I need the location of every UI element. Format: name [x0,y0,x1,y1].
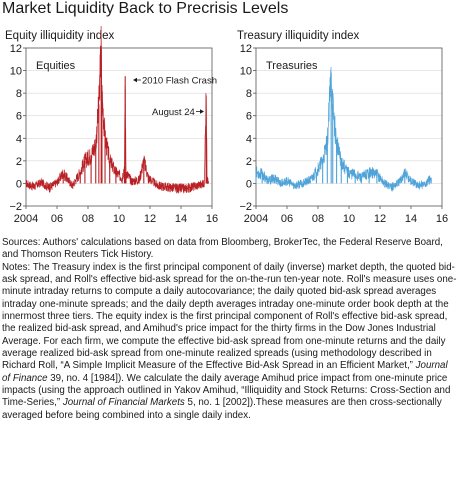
equity-x-tick-label: 06 [51,213,63,225]
equity-y-tick-label: 2 [16,156,22,168]
august24-annotation: August 24 [152,107,204,118]
flash-crash-arrowhead [133,77,137,83]
journal-title-1: Journal of Finance [2,360,448,384]
treasury-y-tick-label: −2 [239,201,252,213]
treasury-x-tick-label: 16 [436,213,448,225]
treasury-x-tick-label: 06 [281,213,293,225]
treasury-y-tick-label: 12 [240,43,252,55]
august24-label: August 24 [152,107,195,118]
notes-part-1: Notes: The Treasury index is the first p… [2,261,457,372]
equity-series-line [25,25,210,194]
treasury-axes: −2 0 2 4 6 8 10 12 2004 06 08 10 12 14 16 [239,43,448,225]
treasury-y-tick-label: 4 [246,133,252,145]
equity-gridlines [26,70,212,184]
treasury-legend-label: Treasuries [266,60,318,72]
equity-y-tick-label: 8 [16,88,22,100]
treasury-x-tick-label: 12 [374,213,386,225]
equity-x-tick-label: 08 [82,213,94,225]
treasury-chart-subtitle: Treasury illiquidity index [237,30,360,42]
equity-illiquidity-chart: −2 0 2 4 6 8 10 12 2004 06 08 10 12 14 16 Equities 201… [9,25,218,225]
equity-y-tick-label: 0 [16,178,22,190]
equity-x-tick-label: 2004 [14,213,38,225]
equity-chart-subtitle: Equity illiquidity index [5,30,115,42]
equity-x-tick-label: 12 [144,213,156,225]
journal-title-2: Journal of Financial Markets [62,397,185,409]
notes-text: Notes: The Treasury index is the first p… [2,262,458,422]
notes-part-3: 5, no. 1 [2002]).These measures are then… [2,397,442,421]
sources-text: Sources: Authors' calculations based on … [2,237,443,261]
equity-x-tick-label: 14 [175,213,187,225]
august24-arrowhead [200,109,204,114]
treasury-series-line [255,66,432,192]
equity-y-tick-label: 6 [16,111,22,123]
treasury-y-tick-label: 8 [246,88,252,100]
treasury-illiquidity-chart: −2 0 2 4 6 8 10 12 2004 06 08 10 12 14 16 Treasuries [239,43,448,225]
treasury-x-tick-label: 2004 [244,213,268,225]
equity-y-tick-label: −2 [9,201,22,213]
equity-x-tick-label: 10 [113,213,125,225]
notes-part-2: 39, no. 4 [1984]). We calculate the dail… [2,372,451,409]
equity-legend-label: Equities [36,60,76,72]
treasury-series-group [255,66,432,192]
equity-y-tick-label: 4 [16,133,22,145]
chart-notes: Sources: Authors' calculations based on … [2,237,458,422]
treasury-gridlines [256,70,442,184]
treasury-x-tick-label: 10 [343,213,355,225]
flash-crash-label: 2010 Flash Crash [142,76,217,87]
equity-axes: −2 0 2 4 6 8 10 12 2004 06 08 10 12 14 16 [9,43,218,225]
equity-series-group [25,25,210,194]
equity-x-tick-label: 16 [206,213,218,225]
flash-crash-annotation: 2010 Flash Crash [133,76,217,87]
treasury-y-tick-label: 2 [246,156,252,168]
page-title: Market Liquidity Back to Precrisis Level… [2,0,289,17]
treasury-x-tick-label: 08 [312,213,324,225]
treasury-y-tick-label: 10 [240,66,252,78]
treasury-y-tick-label: 6 [246,111,252,123]
treasury-x-tick-label: 14 [405,213,417,225]
equity-y-tick-label: 12 [10,43,22,55]
equity-y-tick-label: 10 [10,66,22,78]
treasury-y-tick-label: 0 [246,178,252,190]
